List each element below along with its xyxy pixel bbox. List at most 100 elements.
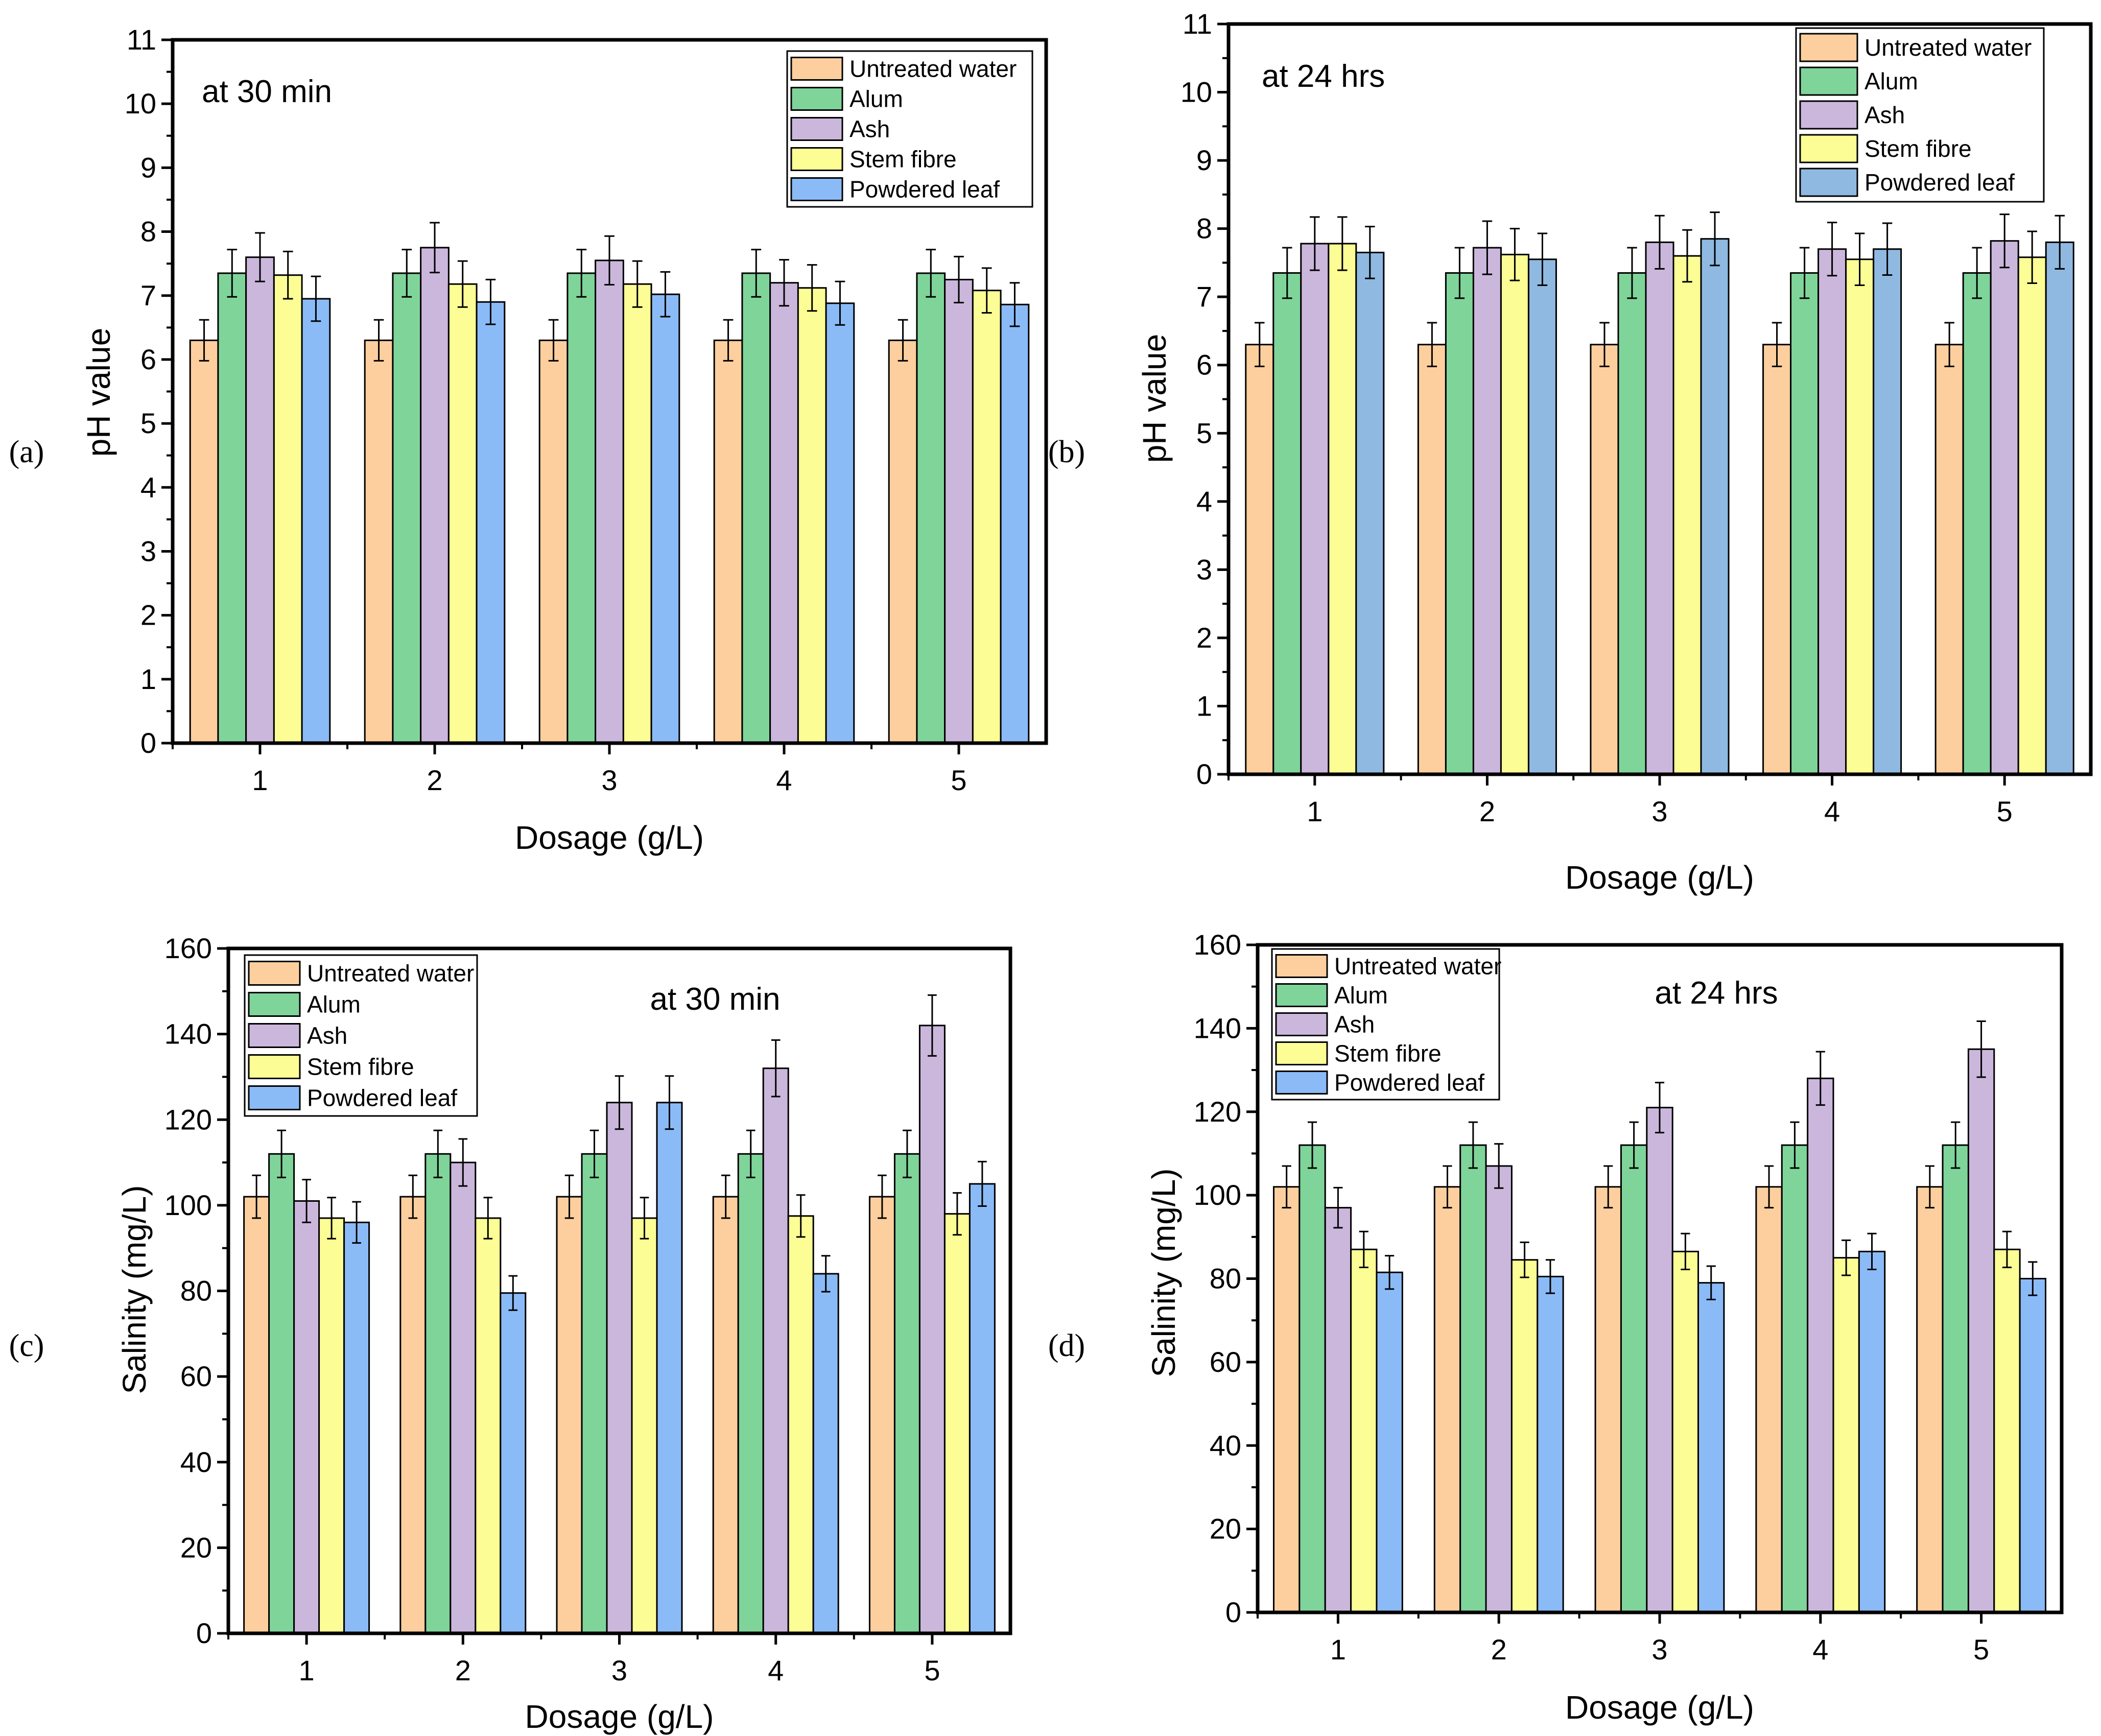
y-axis-title-d: Salinity (mg/L) (1145, 1169, 1182, 1377)
bar-a-2-1 (566, 272, 597, 744)
legend-label-c-0: Untreated water (307, 960, 474, 987)
bar-c-4-3 (943, 1213, 971, 1634)
legend-swatch-d-0 (1275, 954, 1328, 978)
bar-c-1-0 (399, 1196, 427, 1634)
x-tick-label-c-1: 2 (455, 1654, 471, 1686)
bar-b-2-2 (1645, 241, 1674, 775)
bar-b-3-4 (1873, 248, 1902, 775)
bar-c-3-3 (787, 1215, 814, 1634)
y-tick-label-b-5: 5 (1196, 417, 1212, 449)
bar-a-3-2 (769, 282, 799, 744)
chart-panel-c: 0 20 40 60 80 100 120 140 160 1 2 3 4 5 Dosage (g/L) Sa… (9, 932, 1012, 1735)
bar-b-1-0 (1417, 344, 1447, 775)
bar-d-0-3 (1350, 1248, 1378, 1613)
y-tick-label-a-10: 10 (125, 87, 156, 120)
x-tick-label-b-1: 2 (1479, 795, 1495, 827)
y-tick-label-d-7: 140 (1194, 1012, 1241, 1044)
x-tick-label-d-0: 1 (1330, 1633, 1346, 1666)
y-tick-label-d-1: 20 (1210, 1513, 1241, 1545)
legend-label-b-4: Powdered leaf (1864, 169, 2015, 196)
panel-label-a: (a) (9, 435, 44, 469)
y-tick-label-b-4: 4 (1196, 485, 1212, 517)
bar-a-4-4 (1000, 303, 1030, 744)
bar-a-4-1 (916, 272, 946, 744)
bar-b-2-1 (1617, 272, 1647, 775)
legend-label-d-3: Stem fibre (1334, 1040, 1442, 1067)
bar-b-1-2 (1472, 247, 1502, 775)
legend-label-c-4: Powdered leaf (307, 1085, 457, 1111)
bar-a-1-0 (364, 339, 394, 744)
bar-a-0-0 (189, 339, 219, 744)
bar-b-0-3 (1328, 243, 1357, 775)
bar-d-0-0 (1272, 1186, 1301, 1613)
y-tick-label-c-4: 80 (180, 1275, 212, 1307)
y-tick-label-b-1: 1 (1196, 689, 1212, 722)
x-tick-label-a-3: 4 (776, 764, 792, 796)
x-tick-label-d-3: 4 (1812, 1633, 1828, 1666)
bar-a-4-0 (888, 339, 918, 744)
legend-label-c-3: Stem fibre (307, 1054, 414, 1080)
y-tick-label-b-9: 9 (1196, 144, 1212, 176)
y-tick-label-d-4: 80 (1210, 1263, 1241, 1295)
bar-c-0-3 (318, 1217, 345, 1634)
y-tick-label-a-0: 0 (140, 727, 156, 759)
bar-b-1-3 (1500, 253, 1529, 775)
legend-swatch-a-1 (790, 87, 843, 111)
bar-a-0-4 (301, 298, 331, 744)
bar-d-2-0 (1594, 1186, 1622, 1613)
bar-c-2-2 (606, 1102, 633, 1634)
y-tick-label-c-8: 160 (164, 932, 212, 964)
panel-label-d: (d) (1048, 1328, 1085, 1363)
bar-d-2-4 (1697, 1282, 1725, 1613)
legend-swatch-c-2 (248, 1023, 301, 1048)
x-tick-label-b-3: 4 (1824, 795, 1840, 827)
y-tick-label-a-4: 4 (140, 471, 156, 503)
legend-swatch-a-4 (790, 177, 843, 201)
bar-a-2-2 (595, 259, 624, 744)
bar-d-1-3 (1510, 1259, 1539, 1613)
legend-swatch-d-1 (1275, 983, 1328, 1007)
legend-swatch-c-0 (248, 961, 301, 986)
legend-label-a-4: Powdered leaf (849, 176, 1000, 203)
legend-label-a-2: Ash (849, 116, 890, 142)
y-tick-label-b-3: 3 (1196, 553, 1212, 585)
y-tick-label-b-7: 7 (1196, 280, 1212, 313)
y-axis-title-a: pH value (80, 328, 117, 457)
bar-d-3-2 (1807, 1077, 1834, 1613)
y-tick-label-d-0: 0 (1225, 1596, 1241, 1628)
legend-a: Untreated water Alum Ash Stem fibre Powdered… (786, 50, 1033, 208)
x-tick-label-a-0: 1 (252, 764, 268, 796)
bar-b-3-3 (1845, 258, 1875, 775)
x-tick-label-b-0: 1 (1307, 795, 1323, 827)
legend-label-d-4: Powdered leaf (1334, 1069, 1484, 1096)
bar-d-4-0 (1916, 1186, 1944, 1613)
legend-label-d-2: Ash (1334, 1011, 1375, 1038)
x-tick-label-d-4: 5 (1973, 1633, 1989, 1666)
legend-label-c-2: Ash (307, 1022, 347, 1049)
legend-label-b-3: Stem fibre (1864, 135, 1972, 162)
bar-c-3-1 (737, 1153, 764, 1634)
legend-swatch-d-3 (1275, 1041, 1328, 1065)
y-tick-label-b-6: 6 (1196, 349, 1212, 381)
bar-d-4-1 (1942, 1144, 1969, 1613)
x-tick-label-d-2: 3 (1651, 1633, 1667, 1666)
bar-a-2-3 (622, 283, 652, 744)
legend-swatch-b-3 (1799, 134, 1858, 163)
bar-b-2-0 (1590, 344, 1619, 775)
chart-annotation-d: at 24 hrs (1655, 976, 1778, 1011)
y-tick-label-a-7: 7 (140, 279, 156, 312)
y-tick-label-b-8: 8 (1196, 212, 1212, 245)
bar-b-0-0 (1245, 344, 1274, 775)
bar-a-0-2 (245, 256, 275, 744)
y-tick-label-c-1: 20 (180, 1531, 212, 1563)
y-tick-label-d-8: 160 (1194, 929, 1241, 961)
y-tick-label-a-8: 8 (140, 216, 156, 248)
y-tick-label-b-0: 0 (1196, 758, 1212, 790)
bar-c-4-1 (893, 1153, 920, 1634)
bar-b-0-2 (1300, 243, 1330, 775)
legend-label-b-1: Alum (1864, 68, 1918, 94)
bar-d-0-2 (1324, 1207, 1352, 1613)
y-tick-label-a-9: 9 (140, 151, 156, 183)
